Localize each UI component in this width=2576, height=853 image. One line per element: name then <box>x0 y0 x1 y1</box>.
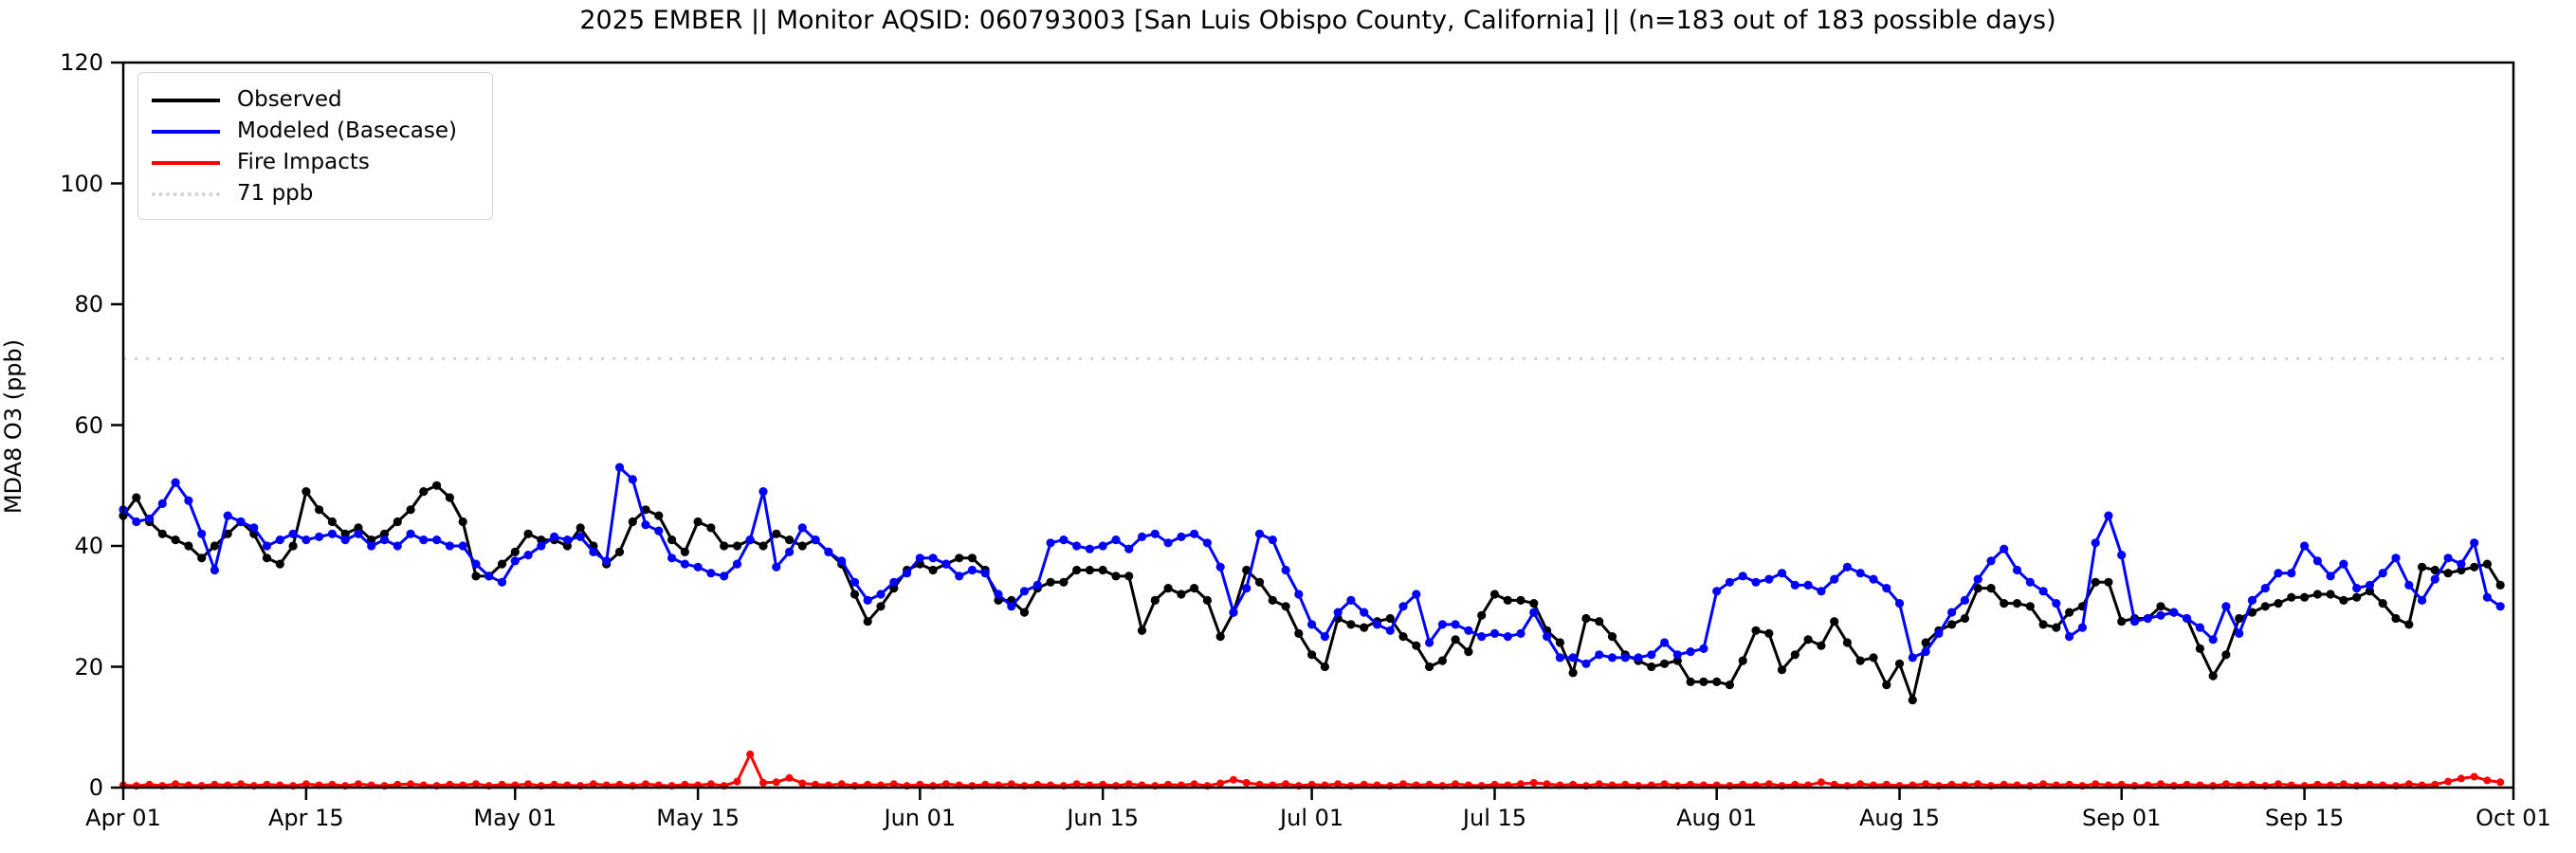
legend-label-threshold: 71 ppb <box>237 181 314 206</box>
y-tick-label: 0 <box>88 774 103 801</box>
legend-item-fire: Fire Impacts <box>152 147 477 178</box>
modeled-line-sample <box>152 129 220 134</box>
x-tick-label: Jul 01 <box>1280 805 1344 831</box>
x-tick-label: Aug 15 <box>1859 805 1941 831</box>
legend-item-threshold: 71 ppb <box>152 178 477 209</box>
x-tick-label: Oct 01 <box>2476 805 2551 831</box>
observed-line-sample <box>152 98 220 102</box>
chart-title: 2025 EMBER || Monitor AQSID: 060793003 [… <box>579 6 2056 35</box>
series-markers-1 <box>119 463 2505 668</box>
y-tick-label: 20 <box>74 653 103 681</box>
legend: Observed Modeled (Basecase) Fire Impacts… <box>137 72 493 220</box>
x-tick-label: May 15 <box>656 805 740 831</box>
legend-item-observed: Observed <box>152 84 477 116</box>
y-axis-label: MDA8 O3 (ppb) <box>0 338 27 515</box>
legend-label-modeled: Modeled (Basecase) <box>237 118 457 143</box>
x-tick-label: Jul 15 <box>1462 805 1527 831</box>
series-markers-2 <box>119 750 2505 790</box>
series-markers-0 <box>119 481 2505 705</box>
x-tick-label: Apr 15 <box>268 805 344 831</box>
x-tick-label: Sep 01 <box>2082 805 2162 831</box>
y-tick-label: 60 <box>74 411 103 439</box>
x-tick-label: Aug 01 <box>1676 805 1758 831</box>
y-tick-label: 100 <box>60 170 103 197</box>
y-tick-label: 120 <box>60 49 103 76</box>
x-tick-label: Apr 01 <box>85 805 161 831</box>
legend-label-observed: Observed <box>237 87 342 112</box>
y-tick-label: 80 <box>74 291 103 318</box>
legend-item-modeled: Modeled (Basecase) <box>152 116 477 147</box>
x-tick-label: Sep 15 <box>2264 805 2345 831</box>
fire-line-sample <box>152 160 220 165</box>
x-tick-label: Jun 01 <box>884 805 957 831</box>
threshold-line-sample <box>152 191 220 196</box>
x-tick-label: May 01 <box>473 805 557 831</box>
tick-marks <box>111 61 2515 800</box>
series-line-0 <box>121 483 2502 702</box>
x-tick-label: Jun 15 <box>1067 805 1140 831</box>
y-tick-label: 40 <box>74 533 103 559</box>
legend-label-fire: Fire Impacts <box>237 150 370 174</box>
